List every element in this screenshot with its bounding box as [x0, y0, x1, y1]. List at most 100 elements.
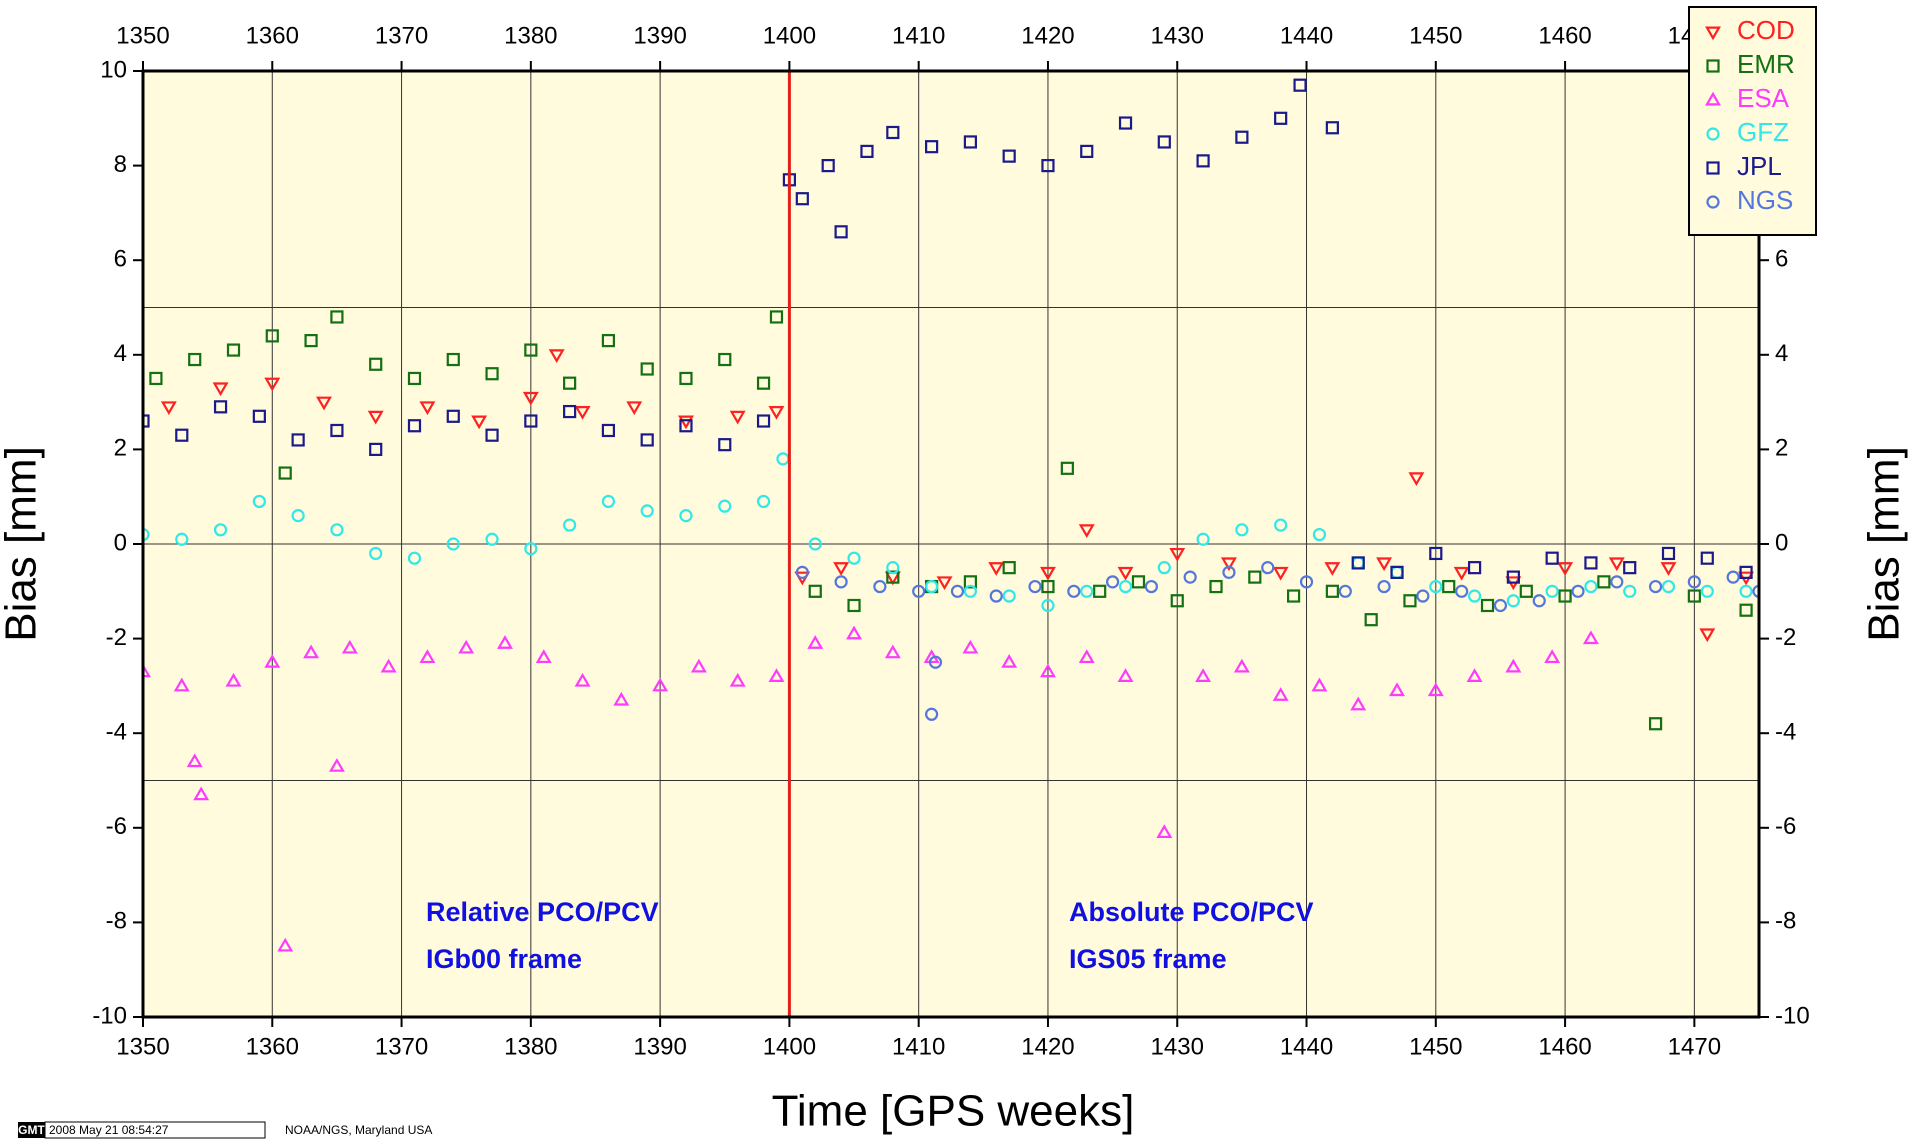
x-tick-label: 1460 — [1538, 1033, 1591, 1060]
point — [1299, 575, 1314, 589]
point — [873, 579, 887, 594]
x-axis-label: Time [GPS weeks] — [772, 1087, 1135, 1136]
point — [1623, 561, 1637, 575]
point — [471, 415, 488, 430]
point — [1220, 557, 1237, 572]
point — [1687, 589, 1701, 603]
point — [1196, 154, 1210, 168]
point — [212, 382, 229, 397]
point — [1505, 658, 1522, 673]
point — [834, 225, 848, 239]
point — [1661, 579, 1676, 594]
point — [1118, 116, 1133, 130]
point — [963, 135, 977, 149]
point — [524, 542, 538, 556]
point — [291, 509, 305, 523]
timestamp-box — [44, 1121, 266, 1139]
point — [795, 565, 809, 579]
point — [886, 125, 900, 140]
point — [458, 639, 475, 654]
y2-axis-label: Bias [mm] — [1860, 446, 1909, 642]
x-top-tick-label: 1440 — [1280, 22, 1333, 49]
x-tick-label: 1360 — [246, 1033, 299, 1060]
point — [860, 144, 874, 159]
point — [522, 391, 539, 406]
point — [1519, 584, 1533, 598]
point — [1416, 589, 1430, 603]
point — [1144, 579, 1158, 594]
point — [1506, 594, 1520, 608]
x-top-tick-label: 1430 — [1151, 22, 1204, 49]
y-tick-label: 2 — [114, 435, 127, 462]
y-axis-label: Bias [mm] — [0, 446, 46, 642]
point — [1261, 561, 1275, 575]
x-tick-label: 1470 — [1668, 1033, 1721, 1060]
point — [1117, 668, 1134, 682]
point — [1571, 584, 1585, 598]
point — [769, 310, 784, 324]
point — [988, 562, 1005, 576]
point — [886, 561, 900, 575]
point — [601, 334, 616, 348]
point — [1040, 566, 1056, 581]
point — [1453, 566, 1470, 581]
point — [1390, 565, 1404, 579]
point — [729, 672, 746, 687]
point — [1060, 461, 1074, 475]
point — [485, 428, 499, 442]
y-tick-label: 0 — [114, 529, 127, 556]
point — [1455, 584, 1469, 598]
x-top-tick-label: 1400 — [763, 22, 816, 49]
point — [1131, 575, 1146, 589]
point — [756, 414, 771, 428]
point — [1293, 78, 1307, 92]
point — [1427, 682, 1444, 697]
point — [380, 658, 397, 673]
point — [264, 377, 281, 392]
point — [407, 371, 422, 386]
point — [950, 584, 965, 598]
point — [1157, 561, 1171, 575]
point — [330, 523, 344, 537]
point — [768, 406, 785, 420]
point — [1093, 584, 1107, 598]
y-tick-label: -8 — [106, 908, 127, 935]
point — [1351, 556, 1365, 570]
point — [1002, 561, 1016, 575]
point — [1699, 628, 1716, 643]
legend-marker — [1706, 59, 1720, 73]
x-top-tick-label: 1390 — [633, 22, 686, 49]
y2-tick-label: 4 — [1775, 340, 1788, 367]
point — [1002, 589, 1016, 603]
point — [679, 371, 693, 386]
point — [213, 400, 228, 414]
point — [1001, 654, 1018, 668]
point — [1608, 557, 1625, 572]
point — [1739, 584, 1753, 598]
point — [678, 415, 694, 430]
x-top-tick-label: 1380 — [504, 22, 557, 49]
legend-label: COD — [1737, 15, 1795, 45]
point — [1078, 524, 1095, 539]
point — [446, 537, 460, 551]
point — [718, 499, 732, 513]
legend-marker — [1705, 91, 1721, 106]
point — [1274, 111, 1288, 125]
point — [446, 352, 460, 367]
point — [1582, 630, 1599, 645]
point — [1311, 677, 1328, 692]
x-tick-label: 1370 — [375, 1033, 428, 1060]
point — [1466, 668, 1483, 682]
legend: COD EMR ESA GFZ JPL NGS — [1688, 6, 1817, 236]
y2-tick-label: -8 — [1775, 908, 1796, 935]
point — [1557, 562, 1574, 576]
point — [193, 786, 210, 801]
y2-tick-label: 2 — [1775, 435, 1788, 462]
point — [1272, 687, 1289, 701]
point — [1700, 551, 1714, 565]
credit: NOAA/NGS, Maryland USA — [285, 1123, 432, 1137]
point — [756, 494, 771, 509]
legend-label: GFZ — [1737, 117, 1789, 147]
point — [1170, 594, 1184, 608]
plot-frame — [141, 69, 1761, 1019]
